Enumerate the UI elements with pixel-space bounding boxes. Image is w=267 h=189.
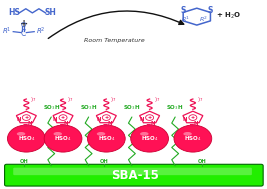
Text: R$^1$: R$^1$ (182, 15, 190, 24)
Text: N: N (27, 122, 32, 126)
Circle shape (7, 125, 45, 152)
FancyBboxPatch shape (13, 168, 252, 175)
Text: N: N (53, 117, 57, 122)
Circle shape (134, 127, 166, 150)
Text: O: O (21, 22, 26, 28)
Text: N: N (64, 122, 68, 126)
Text: SBA-15: SBA-15 (111, 169, 159, 182)
Circle shape (13, 129, 40, 148)
Text: +: + (104, 115, 108, 120)
Text: +: + (24, 115, 28, 120)
Ellipse shape (97, 132, 105, 136)
Circle shape (47, 127, 79, 150)
Text: N: N (151, 122, 155, 126)
Circle shape (93, 129, 120, 148)
Ellipse shape (17, 132, 25, 136)
Text: HS: HS (8, 8, 20, 17)
Text: R$^2$: R$^2$ (199, 15, 208, 24)
Text: OH: OH (19, 159, 28, 164)
Text: S: S (180, 6, 186, 15)
Text: SH: SH (45, 8, 57, 17)
Text: +: + (148, 115, 152, 120)
Text: $)_7$: $)_7$ (154, 94, 160, 104)
Text: SO$_3$H: SO$_3$H (42, 103, 60, 112)
Text: C: C (21, 29, 26, 38)
Text: $)_7$: $)_7$ (67, 94, 73, 104)
Text: SO$_3$H: SO$_3$H (123, 103, 141, 112)
Text: HSO$_4$: HSO$_4$ (54, 134, 72, 143)
Circle shape (177, 127, 209, 150)
Text: N: N (139, 117, 144, 122)
Text: SO$_3$H: SO$_3$H (166, 103, 184, 112)
Circle shape (131, 125, 168, 152)
Text: S: S (208, 6, 213, 15)
Text: +: + (61, 115, 65, 120)
Circle shape (88, 125, 125, 152)
Text: N: N (96, 117, 101, 122)
Circle shape (50, 129, 76, 148)
Text: R$^2$: R$^2$ (36, 26, 45, 37)
Circle shape (90, 127, 122, 150)
Circle shape (44, 125, 82, 152)
Text: $)_7$: $)_7$ (197, 94, 203, 104)
Text: N: N (16, 117, 21, 122)
Text: HSO$_4$: HSO$_4$ (97, 134, 115, 143)
Text: HSO$_4$: HSO$_4$ (184, 134, 202, 143)
Text: Room Temperature: Room Temperature (84, 38, 144, 43)
FancyBboxPatch shape (5, 164, 263, 186)
Text: HSO$_4$: HSO$_4$ (18, 134, 35, 143)
Text: $)_7$: $)_7$ (30, 94, 37, 104)
Text: SO$_3$H: SO$_3$H (80, 103, 97, 112)
Circle shape (180, 129, 206, 148)
Text: N: N (194, 122, 198, 126)
Text: N: N (107, 122, 112, 126)
Circle shape (174, 125, 212, 152)
Circle shape (10, 127, 42, 150)
Text: +: + (191, 115, 195, 120)
Ellipse shape (53, 132, 62, 136)
Ellipse shape (140, 132, 148, 136)
Ellipse shape (183, 132, 192, 136)
Text: R$^1$: R$^1$ (2, 26, 12, 37)
Text: + H$_2$O: + H$_2$O (217, 11, 242, 21)
Text: $)_7$: $)_7$ (110, 94, 116, 104)
Text: OH: OH (99, 159, 108, 164)
Circle shape (136, 129, 163, 148)
Text: +: + (20, 19, 28, 29)
Text: N: N (183, 117, 187, 122)
Text: OH: OH (198, 159, 206, 164)
Text: HSO$_4$: HSO$_4$ (141, 134, 158, 143)
